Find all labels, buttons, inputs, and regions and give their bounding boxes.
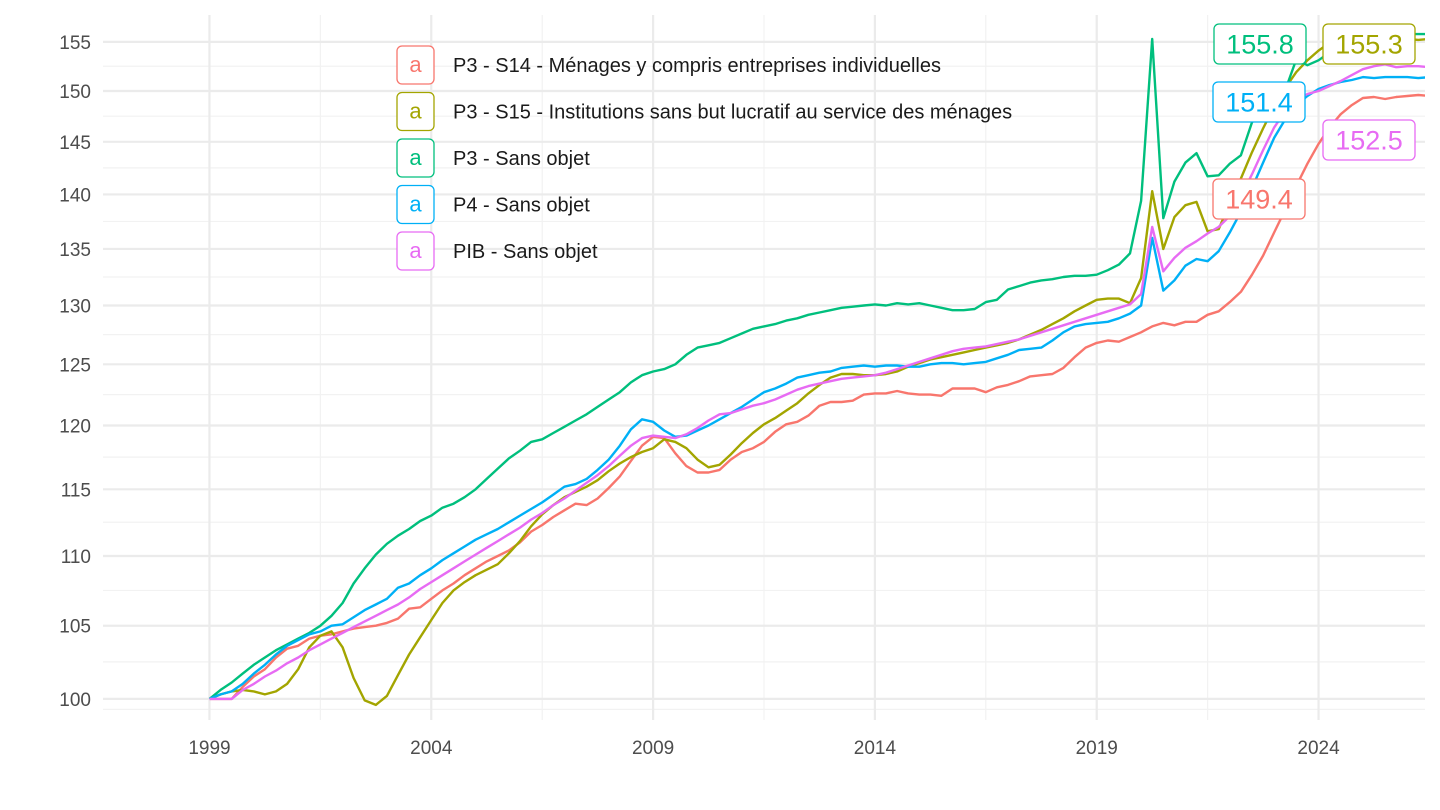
legend-key — [396, 184, 435, 225]
end-label-value: 149.4 — [1225, 185, 1293, 215]
y-tick-label: 130 — [59, 297, 91, 318]
legend-item-p3-s15-institutions-sans-but-lucratif-au-service-des-menages: a P3 - S15 - Institutions sans but lucrat… — [396, 91, 1012, 132]
y-tick-label: 105 — [59, 617, 91, 638]
x-tick-label: 2009 — [632, 738, 674, 759]
y-tick-label: 145 — [59, 133, 91, 154]
legend-key — [396, 91, 435, 132]
legend-item-p3-sans-objet: a P3 - Sans objet — [396, 138, 590, 178]
y-tick-label: 155 — [59, 33, 91, 54]
x-axis-tick-labels: 1999 2004 2009 2014 2019 2024 — [188, 738, 1340, 759]
legend-key — [396, 45, 435, 85]
x-tick-label: 2019 — [1076, 738, 1118, 759]
end-label-box — [1212, 81, 1306, 123]
end-label-box — [1322, 119, 1416, 161]
end-label-box — [1213, 23, 1307, 65]
y-tick-label: 140 — [59, 185, 91, 206]
end-label-p3-s15-institutions-sans-but-lucratif-au-service-des-menages: 155.3 — [1322, 23, 1416, 65]
y-axis-tick-labels: 100 105 110 115 120 125 130 135 140 145 150 155 — [59, 33, 91, 711]
legend-item-p4-sans-objet: a P4 - Sans objet — [396, 184, 590, 225]
legend-key-glyph: a — [409, 145, 422, 170]
y-tick-label: 125 — [59, 355, 91, 376]
legend-key-glyph: a — [409, 192, 422, 217]
x-tick-label: 1999 — [188, 738, 230, 759]
end-label-p4-sans-objet: 151.4 — [1212, 81, 1306, 123]
end-labels: 149.4 155.3 155.8 151.4 152.5 — [1212, 23, 1416, 220]
y-tick-label: 150 — [59, 82, 91, 103]
end-label-value: 151.4 — [1225, 88, 1293, 118]
series-lines — [208, 32, 1425, 707]
end-label-value: 155.3 — [1335, 30, 1403, 60]
legend-label: P4 - Sans objet — [453, 195, 590, 217]
legend-label: P3 - S14 - Ménages y compris entreprises… — [453, 55, 941, 77]
x-tick-label: 2014 — [854, 738, 897, 759]
x-tick-label: 2004 — [410, 738, 453, 759]
end-label-box — [1322, 23, 1416, 65]
end-label-value: 152.5 — [1335, 126, 1403, 156]
legend-item-pib-sans-objet: a PIB - Sans objet — [396, 231, 598, 271]
y-tick-label: 100 — [59, 690, 91, 711]
end-label-p3-s14-menages-y-compris-entreprises-individuelles: 149.4 — [1212, 178, 1306, 220]
end-label-pib-sans-objet: 152.5 — [1322, 119, 1416, 161]
x-tick-label: 2024 — [1297, 738, 1340, 759]
grid-major — [103, 15, 1425, 720]
y-tick-label: 135 — [59, 240, 91, 261]
series-line-p3-s15-institutions-sans-but-lucratif-au-service-des-menages — [209, 32, 1425, 707]
legend-label: PIB - Sans objet — [453, 241, 598, 263]
legend-item-p3-s14-menages-y-compris-entreprises-individuelles: a P3 - S14 - Ménages y compris entreprise… — [396, 45, 941, 85]
y-tick-label: 110 — [61, 547, 91, 568]
y-tick-label: 115 — [61, 480, 91, 501]
legend-key — [396, 231, 435, 271]
grid-minor — [103, 15, 1425, 720]
series-line-pib-sans-objet — [209, 63, 1425, 701]
legend: a P3 - S14 - Ménages y compris entreprise… — [396, 45, 1012, 271]
legend-key-glyph: a — [409, 99, 422, 124]
legend-key-glyph: a — [409, 52, 422, 77]
end-label-box — [1212, 178, 1306, 220]
y-tick-label: 120 — [59, 417, 91, 438]
legend-key-glyph: a — [409, 238, 422, 263]
end-label-p3-sans-objet: 155.8 — [1213, 23, 1307, 65]
legend-label: P3 - S15 - Institutions sans but lucrati… — [453, 102, 1012, 124]
legend-key — [396, 138, 435, 178]
series-line-p3-s14-menages-y-compris-entreprises-individuelles — [209, 93, 1425, 701]
series-line-p3-sans-objet — [208, 32, 1425, 700]
legend-label: P3 - Sans objet — [453, 148, 590, 170]
end-label-value: 155.8 — [1226, 30, 1294, 60]
